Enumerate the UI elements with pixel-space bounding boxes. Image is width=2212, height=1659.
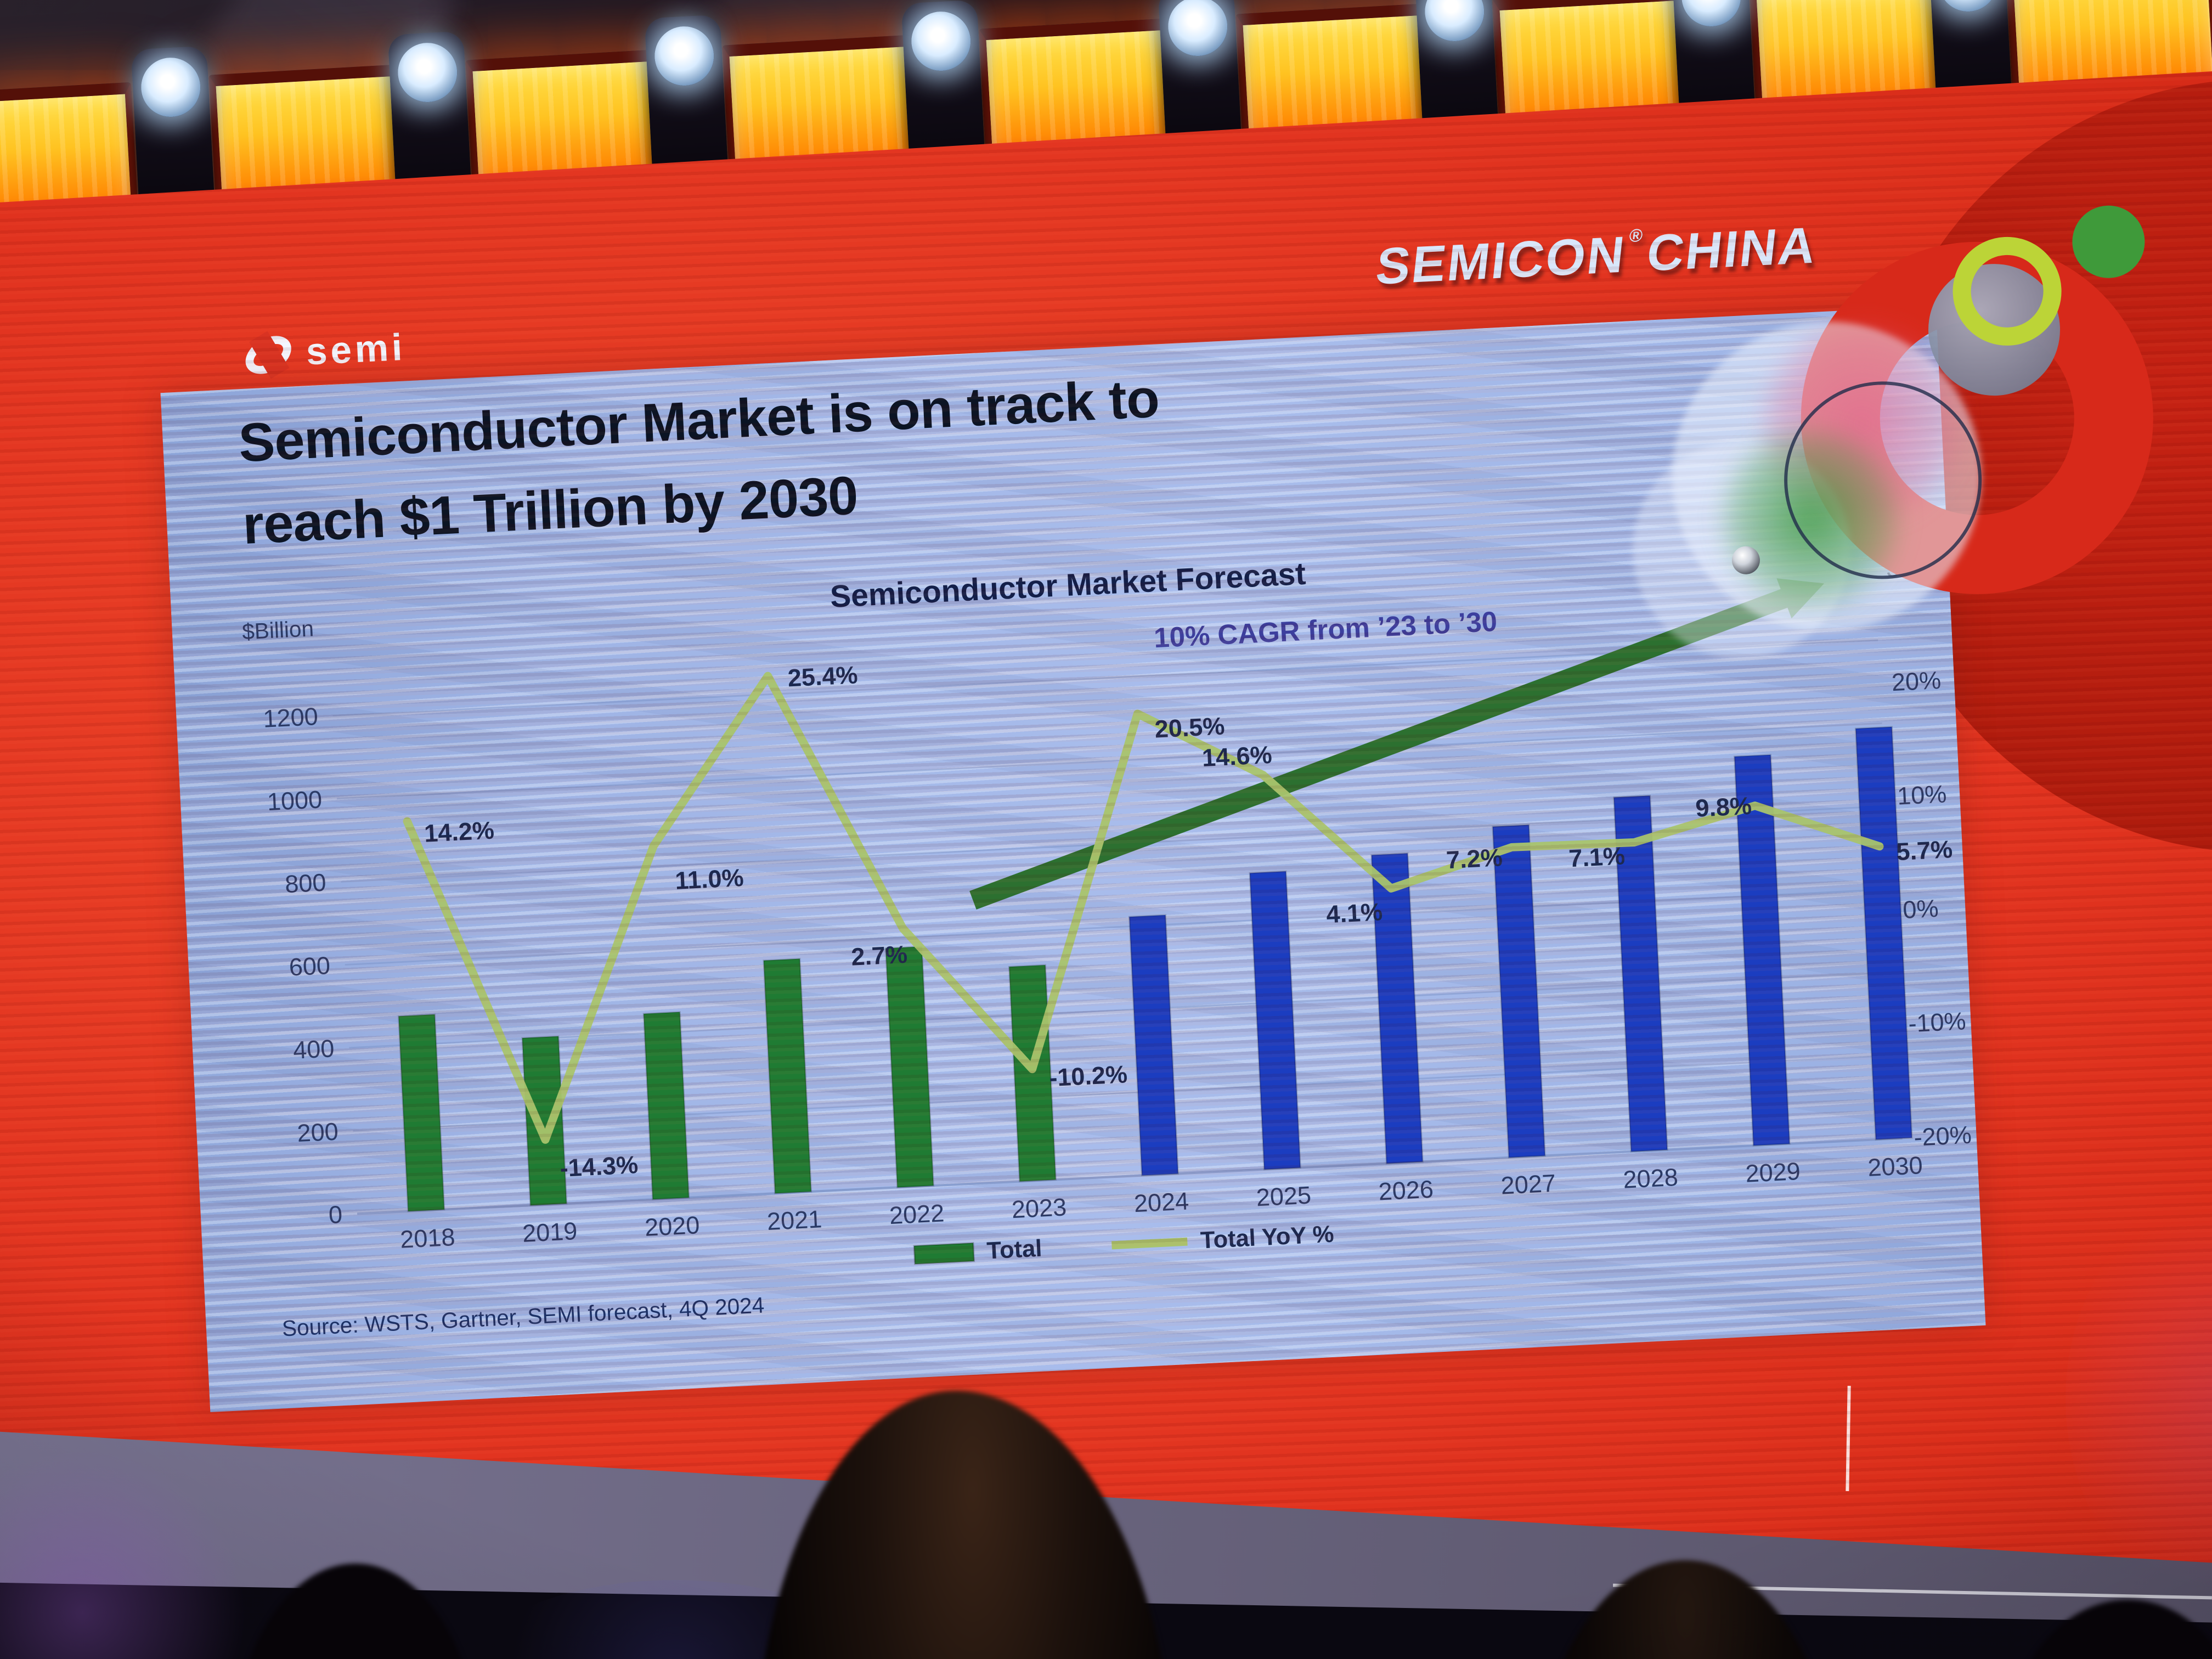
bar-2024 [1128,914,1180,1177]
light-lens-icon [139,56,202,119]
yoy-line [403,672,1884,1144]
moving-head-fixture [1158,0,1242,147]
bar-2029 [1733,754,1791,1147]
yoy-label-2027: 7.2% [1446,843,1503,874]
bar-2030 [1854,726,1913,1141]
yoy-label-2026: 4.1% [1325,898,1383,928]
moving-head-fixture [644,14,729,177]
right-axis-tick: -10% [1908,1007,1966,1037]
yoy-label-2021: 25.4% [787,661,859,692]
x-axis-tick-2024: 2024 [1133,1187,1189,1217]
yoy-label-2029: 9.8% [1695,792,1752,822]
light-lens-icon [1166,0,1229,58]
decorative-circles-graphic [1627,204,2212,737]
left-axis-tick: 600 [289,951,331,981]
light-lens-icon [910,10,972,72]
moving-head-fixture [131,46,215,208]
bar-2022 [884,945,935,1188]
bar-2019 [521,1035,568,1206]
bar-2027 [1492,824,1546,1159]
yoy-label-2024: 20.5% [1154,712,1226,743]
bar-2020 [642,1011,690,1200]
semicon-word: SEMICON [1373,225,1629,296]
light-lens-icon [653,25,715,87]
light-lens-icon [396,41,459,104]
x-axis-tick-2022: 2022 [889,1199,945,1229]
screen-seam-line [1846,1385,1851,1492]
x-axis-tick-2030: 2030 [1867,1151,1923,1182]
light-lens-icon [1680,0,1742,28]
right-axis-tick: -20% [1913,1121,1972,1152]
left-axis-tick: 1000 [267,785,323,816]
right-axis-tick: 10% [1897,780,1947,810]
bar-2018 [397,1013,445,1212]
legend-bar-swatch [913,1242,975,1265]
legend-line-swatch [1111,1237,1188,1250]
cagr-arrow [969,585,1797,910]
legend-label-yoy: Total YoY % [1200,1221,1334,1254]
left-axis-tick: 800 [284,868,326,899]
yoy-label-2020: 11.0% [674,864,744,895]
legend-label-total: Total [986,1235,1043,1265]
bar-2021 [763,958,812,1194]
yoy-label-2030: 5.7% [1895,835,1953,866]
yoy-label-2022: 2.7% [850,940,908,971]
registered-mark-icon: ® [1628,226,1645,247]
yoy-label-2023: -10.2% [1048,1060,1128,1092]
left-axis-tick: 1200 [262,702,318,733]
yoy-label-2019: -14.3% [559,1150,639,1182]
x-axis-tick-2029: 2029 [1745,1157,1801,1188]
bar-2028 [1613,794,1668,1153]
moving-head-fixture [901,0,985,162]
yoy-label-2028: 7.1% [1568,842,1626,872]
x-axis-tick-2018: 2018 [399,1223,455,1254]
presentation-slide: Semiconductor Market is on track to reac… [160,306,1986,1413]
semi-logo-text: semi [305,325,407,373]
x-axis-tick-2021: 2021 [766,1205,822,1235]
left-axis-tick: 200 [296,1118,338,1148]
moving-head-fixture [387,31,472,193]
yoy-label-2018: 14.2% [424,816,495,848]
bar-2025 [1249,870,1301,1171]
light-lens-icon [1423,0,1486,43]
market-forecast-chart: 020040060080010001200$Billion30%20%10%0%… [161,306,1986,1412]
bar-2026 [1370,852,1424,1165]
yoy-label-2025: 14.6% [1201,741,1273,772]
x-axis-tick-2025: 2025 [1256,1181,1312,1212]
right-axis-tick: 0% [1902,894,1939,924]
light-lens-icon [1937,0,1999,13]
x-axis-tick-2026: 2026 [1378,1175,1434,1206]
x-axis-tick-2023: 2023 [1011,1193,1067,1223]
left-axis-tick: 0 [328,1200,343,1229]
moving-head-fixture [1414,0,1499,132]
left-axis-tick: 400 [292,1034,335,1064]
x-axis-tick-2028: 2028 [1622,1163,1678,1194]
left-axis-label: $Billion [241,616,314,644]
right-axis-tick: 20% [1891,666,1942,696]
cagr-annotation: 10% CAGR from ’23 to ’30 [1153,606,1498,654]
grid-line [336,722,1882,800]
semi-swoosh-icon [243,336,294,371]
x-axis-tick-2019: 2019 [522,1217,578,1248]
x-axis-tick-2020: 2020 [644,1211,700,1242]
x-axis-tick-2027: 2027 [1500,1169,1556,1200]
chart-title: Semiconductor Market Forecast [830,556,1307,614]
semi-logo: semi [242,325,407,377]
